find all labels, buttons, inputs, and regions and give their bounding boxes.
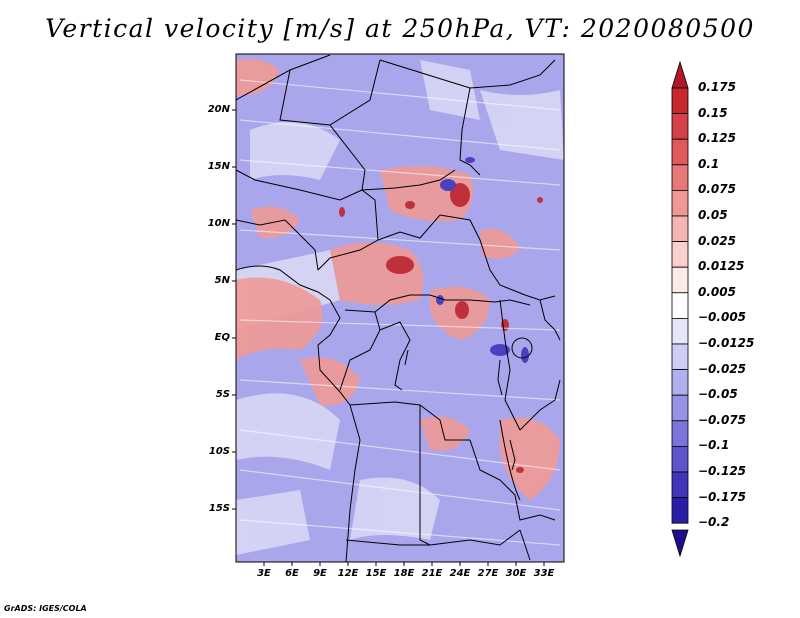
colorbar-box <box>671 394 689 422</box>
lat-ticks <box>232 109 236 510</box>
colorbar-label: −0.075 <box>698 412 747 427</box>
colorbar-box <box>671 164 689 191</box>
colorbar-label: −0.2 <box>698 515 730 530</box>
colorbar-label: −0.025 <box>698 361 747 376</box>
lon-ticks <box>263 562 545 566</box>
lon-label-12e: 12E <box>337 568 359 579</box>
lon-label-21e: 21E <box>421 568 443 579</box>
colorbar-box <box>671 266 689 294</box>
strong-positive-spots <box>339 183 543 473</box>
lat-label-15s: 15S <box>208 503 230 514</box>
lon-label-24e: 24E <box>449 568 471 579</box>
strong-negative-spots <box>436 157 529 363</box>
velocity-field <box>236 54 564 562</box>
colorbar-box <box>671 445 689 473</box>
colorbar-box <box>671 369 689 396</box>
colorbar-label: 0.0125 <box>698 259 745 274</box>
colorbar-box <box>671 138 689 166</box>
lon-label-3e: 3E <box>257 568 271 579</box>
lat-label-5s: 5S <box>215 389 230 400</box>
colorbar-label: −0.1 <box>698 438 730 453</box>
colorbar-label: −0.0125 <box>698 336 755 350</box>
colorbar-box <box>671 343 689 371</box>
colorbar-label: −0.175 <box>698 489 747 504</box>
map-frame <box>235 53 565 563</box>
colorbar-label: 0.175 <box>698 80 736 94</box>
lat-label-10n: 10N <box>207 218 230 229</box>
colorbar <box>671 60 689 558</box>
colorbar-box <box>671 497 689 524</box>
lon-label-9e: 9E <box>313 568 327 579</box>
colorbar-label: 0.005 <box>698 284 736 299</box>
colorbar-label: −0.05 <box>698 387 738 402</box>
colorbar-label: 0.1 <box>698 156 720 171</box>
lon-label-15e: 15E <box>365 568 387 579</box>
lon-label-18e: 18E <box>393 568 415 579</box>
lat-label-10s: 10S <box>208 446 230 457</box>
colorbar-label: 0.05 <box>698 208 728 222</box>
lon-label-33e: 33E <box>533 568 555 579</box>
colorbar-label: 0.075 <box>698 182 736 197</box>
colorbar-bottom-arrow <box>671 529 689 558</box>
lakes <box>404 337 533 471</box>
colorbar-box <box>671 189 689 217</box>
lat-label-20n: 20N <box>207 104 230 115</box>
colorbar-box <box>671 241 689 268</box>
lat-label-15n: 15N <box>207 161 230 172</box>
colorbar-boxes <box>671 87 689 524</box>
colorbar-box <box>671 113 689 140</box>
colorbar-box <box>671 317 689 345</box>
colorbar-label: 0.125 <box>698 131 736 146</box>
lat-label-eq: EQ <box>214 332 230 343</box>
lat-label-5n: 5N <box>214 275 230 286</box>
lon-label-30e: 30E <box>505 568 527 579</box>
colorbar-top-arrow <box>671 60 689 89</box>
colorbar-box <box>671 420 689 447</box>
colorbar-box <box>671 215 689 243</box>
colorbar-box <box>671 471 689 499</box>
country-boundaries <box>236 54 561 562</box>
colorbar-box <box>671 87 689 115</box>
colorbar-label: −0.005 <box>698 310 747 325</box>
colorbar-box <box>671 292 689 319</box>
lon-label-27e: 27E <box>477 568 499 579</box>
colorbar-label: −0.125 <box>698 464 747 478</box>
lon-label-6e: 6E <box>285 568 299 579</box>
colorbar-label: 0.15 <box>698 105 728 120</box>
grads-credit: GrADS: IGES/COLA <box>4 604 87 613</box>
map-title: Vertical velocity [m/s] at 250hPa, VT: 2… <box>45 14 755 43</box>
colorbar-label: 0.025 <box>698 233 736 248</box>
